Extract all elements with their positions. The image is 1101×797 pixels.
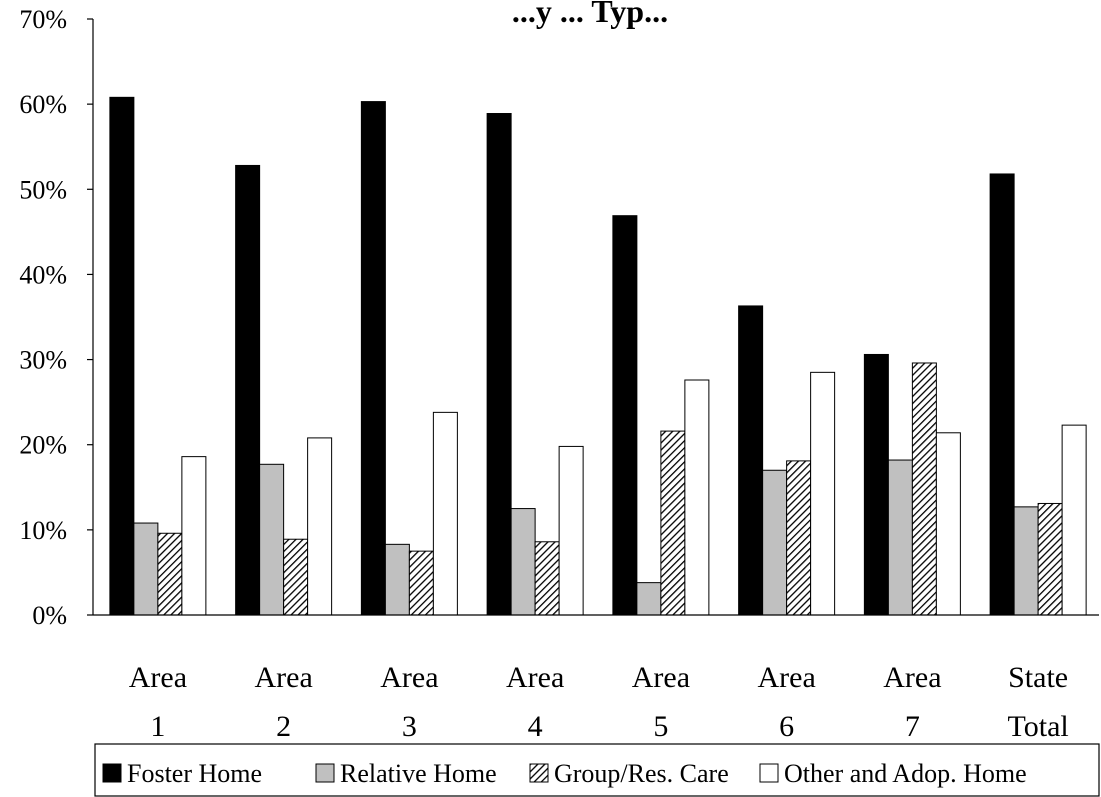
x-category-label: Area bbox=[254, 661, 312, 694]
legend: Foster Home Relative Home Group/Res. Care O… bbox=[94, 743, 1100, 797]
bar-foster-home bbox=[612, 215, 638, 616]
bar-foster-home bbox=[235, 164, 261, 616]
bar-relative-home bbox=[259, 463, 285, 616]
bar-foster-home bbox=[486, 113, 512, 616]
bar-relative-home bbox=[762, 469, 788, 616]
x-category-label: State bbox=[1008, 661, 1068, 694]
y-tick-label: 60% bbox=[19, 90, 67, 119]
x-axis: Area 1 Area 2 Area 3 Area 4 Area 5 Area 6 Area 7 State… bbox=[93, 614, 1099, 743]
legend-label: Group/Res. Care bbox=[554, 759, 729, 788]
x-category-label: 4 bbox=[528, 710, 543, 743]
bar-other-and-adop-home bbox=[810, 371, 836, 616]
bar-other-and-adop-home bbox=[307, 437, 333, 616]
legend-swatch bbox=[759, 763, 779, 783]
bar-foster-home bbox=[989, 173, 1015, 616]
legend-swatch bbox=[102, 763, 122, 783]
bar-group-res-care bbox=[534, 541, 560, 616]
bar-group-res-care bbox=[786, 460, 812, 616]
bar-relative-home bbox=[133, 522, 159, 616]
bar-relative-home bbox=[1013, 506, 1039, 616]
x-category-label: Area bbox=[757, 661, 815, 694]
bar-foster-home bbox=[109, 96, 135, 616]
x-category-label: 3 bbox=[402, 710, 417, 743]
x-category-label: 6 bbox=[779, 710, 794, 743]
bar-relative-home bbox=[887, 459, 913, 616]
legend-swatch bbox=[315, 763, 335, 783]
y-tick-label: 10% bbox=[19, 516, 67, 545]
legend-frame bbox=[94, 743, 1100, 797]
chart-title: ...y ... Typ... bbox=[512, 0, 668, 29]
bar-other-and-adop-home bbox=[558, 445, 584, 616]
y-tick-label: 0% bbox=[32, 601, 67, 630]
x-category-label: Area bbox=[632, 661, 690, 694]
legend-label: Other and Adop. Home bbox=[784, 759, 1027, 788]
y-tick-label: 20% bbox=[19, 431, 67, 460]
x-category-label: Total bbox=[1008, 710, 1069, 743]
bar-group-res-care bbox=[408, 550, 434, 616]
bar-other-and-adop-home bbox=[181, 456, 207, 616]
x-category-label: 5 bbox=[653, 710, 668, 743]
bar-relative-home bbox=[384, 543, 410, 616]
legend-label: Foster Home bbox=[127, 759, 262, 788]
x-category-label: 7 bbox=[905, 710, 920, 743]
y-tick-label: 50% bbox=[19, 175, 67, 204]
x-category-label: 1 bbox=[150, 710, 165, 743]
bar-relative-home bbox=[636, 582, 662, 616]
x-category-label: 2 bbox=[276, 710, 291, 743]
bar-group-res-care bbox=[1037, 502, 1063, 616]
bar-foster-home bbox=[863, 353, 889, 616]
bar-group-res-care bbox=[157, 532, 183, 616]
bar-foster-home bbox=[738, 305, 764, 616]
bar-relative-home bbox=[510, 508, 536, 616]
x-category-label: Area bbox=[380, 661, 438, 694]
bar-foster-home bbox=[360, 101, 386, 616]
bar-other-and-adop-home bbox=[684, 379, 710, 616]
y-axis: 0% 10% 20% 30% 40% 50% 60% 70% bbox=[19, 5, 94, 630]
x-category-label: Area bbox=[129, 661, 187, 694]
y-tick-label: 30% bbox=[19, 346, 67, 375]
y-tick-label: 40% bbox=[19, 260, 67, 289]
legend-label: Relative Home bbox=[340, 759, 497, 788]
bar-other-and-adop-home bbox=[432, 411, 458, 616]
legend-swatch bbox=[529, 763, 549, 783]
bar-group-res-care bbox=[911, 362, 937, 616]
bar-group-res-care bbox=[283, 538, 309, 616]
bar-other-and-adop-home bbox=[935, 432, 961, 616]
bar-group-res-care bbox=[660, 430, 686, 616]
x-category-label: Area bbox=[883, 661, 941, 694]
bars-group bbox=[109, 96, 1087, 616]
y-tick-label: 70% bbox=[19, 5, 67, 34]
x-category-label: Area bbox=[506, 661, 564, 694]
bar-other-and-adop-home bbox=[1061, 424, 1087, 616]
